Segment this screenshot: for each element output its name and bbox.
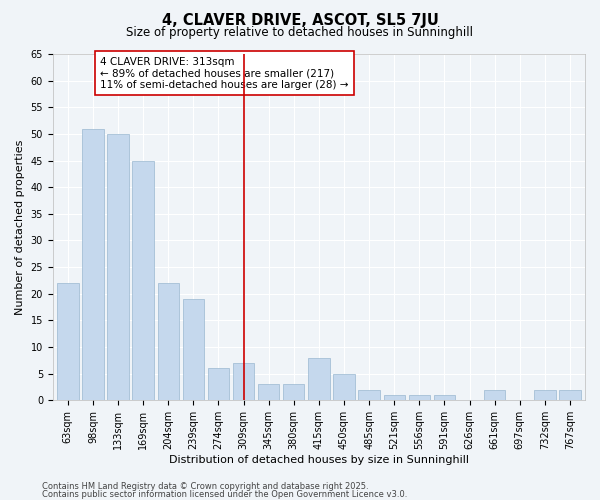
Text: Size of property relative to detached houses in Sunninghill: Size of property relative to detached ho… <box>127 26 473 39</box>
Bar <box>334 374 355 400</box>
Bar <box>208 368 229 400</box>
Bar <box>158 283 179 401</box>
Bar <box>358 390 380 400</box>
Text: Contains HM Land Registry data © Crown copyright and database right 2025.: Contains HM Land Registry data © Crown c… <box>42 482 368 491</box>
Bar <box>107 134 129 400</box>
Y-axis label: Number of detached properties: Number of detached properties <box>15 140 25 315</box>
Bar <box>258 384 280 400</box>
Bar <box>182 299 204 400</box>
Bar <box>233 363 254 401</box>
Text: 4 CLAVER DRIVE: 313sqm
← 89% of detached houses are smaller (217)
11% of semi-de: 4 CLAVER DRIVE: 313sqm ← 89% of detached… <box>100 56 349 90</box>
Bar <box>559 390 581 400</box>
X-axis label: Distribution of detached houses by size in Sunninghill: Distribution of detached houses by size … <box>169 455 469 465</box>
Bar <box>133 160 154 400</box>
Text: 4, CLAVER DRIVE, ASCOT, SL5 7JU: 4, CLAVER DRIVE, ASCOT, SL5 7JU <box>161 12 439 28</box>
Bar <box>409 395 430 400</box>
Bar <box>57 283 79 401</box>
Bar <box>383 395 405 400</box>
Text: Contains public sector information licensed under the Open Government Licence v3: Contains public sector information licen… <box>42 490 407 499</box>
Bar <box>534 390 556 400</box>
Bar <box>434 395 455 400</box>
Bar <box>82 128 104 400</box>
Bar <box>283 384 304 400</box>
Bar <box>308 358 329 401</box>
Bar <box>484 390 505 400</box>
